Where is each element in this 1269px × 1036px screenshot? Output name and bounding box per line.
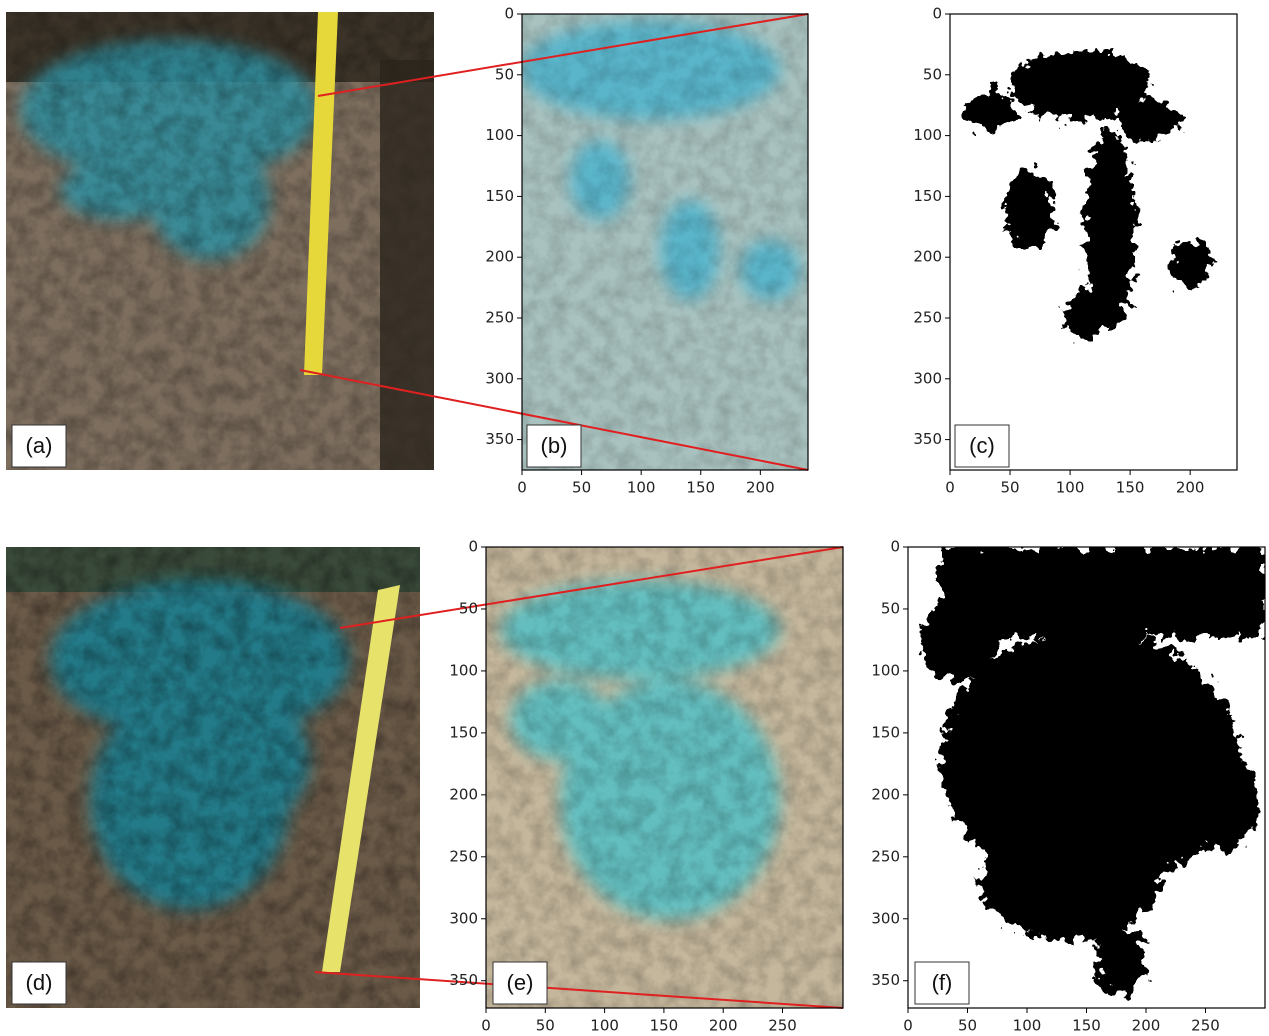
panel-label: (e) xyxy=(507,970,534,995)
x-tick-label: 50 xyxy=(572,479,591,497)
x-tick-label: 200 xyxy=(709,1017,738,1035)
x-tick-label: 150 xyxy=(1072,1017,1101,1035)
y-tick-label: 350 xyxy=(913,430,942,448)
binary-c xyxy=(950,14,1237,470)
y-tick-label: 0 xyxy=(932,5,942,23)
x-tick-label: 100 xyxy=(590,1017,619,1035)
x-tick-label: 100 xyxy=(627,479,656,497)
x-tick-label: 0 xyxy=(481,1017,491,1035)
x-tick-label: 200 xyxy=(1132,1017,1161,1035)
x-tick-label: 150 xyxy=(650,1017,679,1035)
figure: (a) (b) (c) (d) (e) (f) 0 50 100 150 200 0 50 1… xyxy=(0,0,1269,1036)
x-tick-label: 250 xyxy=(768,1017,797,1035)
x-tick-label: 200 xyxy=(746,479,775,497)
y-tick-label: 350 xyxy=(871,971,900,989)
x-tick-label: 50 xyxy=(958,1017,977,1035)
x-tick-label: 0 xyxy=(517,479,527,497)
y-tick-label: 350 xyxy=(449,971,478,989)
panel-label: (a) xyxy=(26,433,53,458)
x-tick-label: 150 xyxy=(1116,479,1145,497)
x-tick-label: 150 xyxy=(686,479,715,497)
y-tick-label: 100 xyxy=(913,126,942,144)
y-tick-label: 250 xyxy=(449,847,478,865)
y-tick-label: 350 xyxy=(485,430,514,448)
x-tick-label: 50 xyxy=(536,1017,555,1035)
y-tick-label: 0 xyxy=(504,5,514,23)
panel-label: (d) xyxy=(26,970,53,995)
y-tick-label: 100 xyxy=(449,661,478,679)
y-tick-label: 200 xyxy=(485,248,514,266)
y-tick-label: 50 xyxy=(881,599,900,617)
panel-label: (c) xyxy=(969,433,995,458)
y-tick-label: 50 xyxy=(923,65,942,83)
photo-d xyxy=(6,547,420,1008)
x-tick-label: 100 xyxy=(1013,1017,1042,1035)
binary-f xyxy=(908,547,1265,1008)
y-tick-label: 200 xyxy=(871,785,900,803)
y-tick-label: 250 xyxy=(913,309,942,327)
x-tick-label: 0 xyxy=(903,1017,913,1035)
y-tick-label: 150 xyxy=(485,187,514,205)
photo-e xyxy=(486,547,843,1008)
y-tick-label: 100 xyxy=(485,126,514,144)
panel-label: (b) xyxy=(541,433,568,458)
y-tick-label: 100 xyxy=(871,661,900,679)
x-tick-label: 200 xyxy=(1176,479,1205,497)
photo-b xyxy=(520,14,808,470)
x-tick-label: 50 xyxy=(1000,479,1019,497)
x-tick-label: 0 xyxy=(945,479,955,497)
y-tick-label: 200 xyxy=(449,785,478,803)
y-tick-label: 200 xyxy=(913,248,942,266)
y-tick-label: 300 xyxy=(871,909,900,927)
y-tick-label: 300 xyxy=(485,369,514,387)
y-tick-label: 50 xyxy=(459,599,478,617)
photo-a xyxy=(6,12,434,470)
y-tick-label: 0 xyxy=(890,538,900,556)
y-tick-label: 150 xyxy=(871,723,900,741)
y-tick-label: 150 xyxy=(913,187,942,205)
x-tick-label: 100 xyxy=(1056,479,1085,497)
y-tick-label: 150 xyxy=(449,723,478,741)
x-tick-label: 250 xyxy=(1191,1017,1220,1035)
y-tick-label: 50 xyxy=(495,65,514,83)
y-tick-label: 250 xyxy=(871,847,900,865)
page: {"panels": [ {"label": "(a)"}, {"label":… xyxy=(0,0,1269,1036)
y-tick-label: 300 xyxy=(449,909,478,927)
panel-label: (f) xyxy=(932,970,953,995)
y-tick-label: 250 xyxy=(485,309,514,327)
y-tick-label: 0 xyxy=(468,538,478,556)
y-tick-label: 300 xyxy=(913,369,942,387)
